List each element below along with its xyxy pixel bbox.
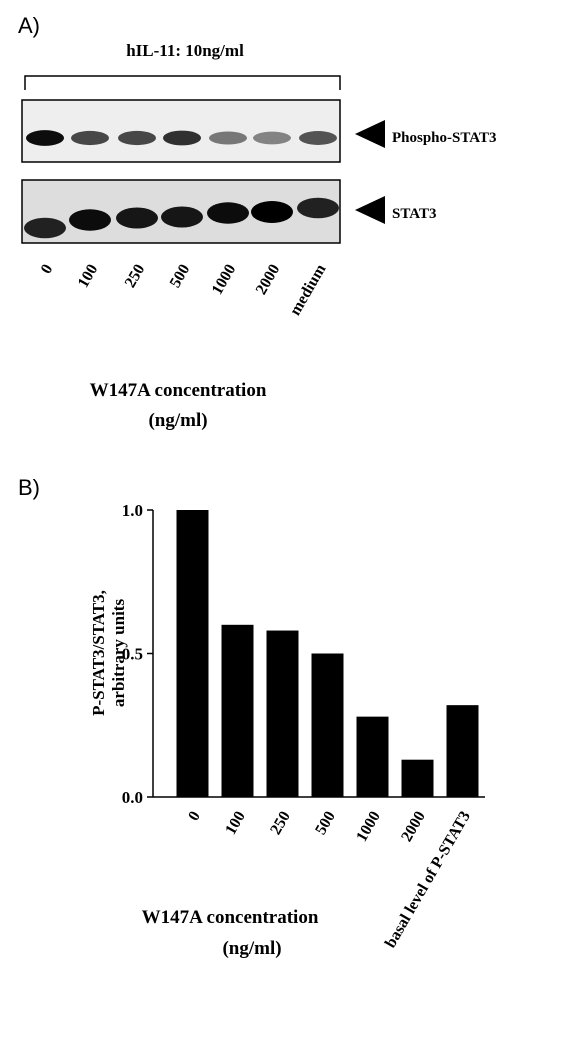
- lane-label: 250: [122, 262, 149, 291]
- band: [207, 202, 249, 224]
- bar: [176, 510, 209, 797]
- band: [253, 131, 291, 145]
- band: [163, 130, 201, 146]
- y-axis-title: P-STAT3/STAT3,: [89, 590, 108, 716]
- band: [297, 197, 339, 219]
- lane-label: 1000: [209, 262, 240, 298]
- x-axis-title: W147A concentration: [90, 380, 267, 401]
- lane-label: 500: [167, 262, 194, 291]
- band: [161, 206, 203, 228]
- blot-label: STAT3: [392, 206, 436, 222]
- x-tick-label: 100: [222, 809, 249, 838]
- x-tick-label: basal level of P-STAT3: [382, 809, 474, 951]
- x-tick-label: 500: [312, 809, 339, 838]
- band: [71, 130, 109, 146]
- band: [116, 207, 158, 229]
- band: [24, 217, 66, 239]
- x-tick-label: 2000: [398, 809, 429, 845]
- arrow: [355, 120, 385, 148]
- bar: [446, 705, 479, 797]
- lane-label: 0: [38, 262, 57, 277]
- x-tick-label: 250: [267, 809, 294, 838]
- lane-label: medium: [287, 261, 330, 319]
- band: [209, 131, 247, 145]
- y-tick-label: 1.0: [122, 501, 143, 520]
- x-tick-label: 1000: [353, 809, 384, 845]
- band: [69, 209, 111, 231]
- band: [118, 130, 156, 146]
- lane-label: 100: [75, 262, 102, 291]
- bar: [356, 716, 389, 797]
- band: [26, 130, 64, 146]
- x-axis-title: (ng/ml): [148, 410, 207, 431]
- arrow: [355, 196, 385, 224]
- bar: [401, 759, 434, 797]
- bar: [266, 630, 299, 797]
- y-axis-title: arbitrary units: [109, 599, 128, 708]
- band: [251, 201, 293, 223]
- x-axis-title: W147A concentration: [142, 907, 319, 928]
- panel-label: A): [18, 13, 40, 38]
- band: [299, 131, 337, 145]
- bracket: [24, 75, 341, 90]
- x-tick-label: 0: [185, 809, 204, 824]
- lane-label: 2000: [253, 262, 284, 298]
- y-tick-label: 0.5: [122, 645, 143, 664]
- blot-label: Phospho-STAT3: [392, 130, 496, 146]
- treatment: hIL-11: 10ng/ml: [126, 41, 244, 60]
- bar: [221, 624, 254, 797]
- y-tick-label: 0.0: [122, 788, 143, 807]
- bar: [311, 653, 344, 797]
- panel-label: B): [18, 475, 40, 500]
- x-axis-title: (ng/ml): [222, 938, 281, 959]
